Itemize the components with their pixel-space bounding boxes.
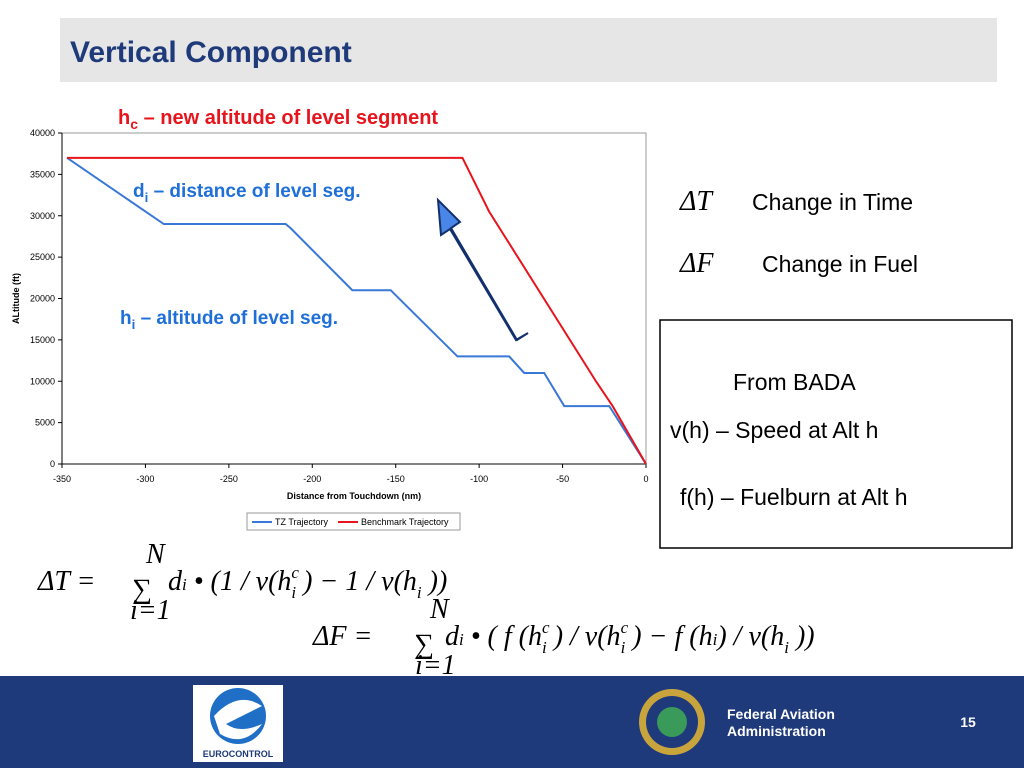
equation-token: d [168, 566, 183, 597]
series-line [66, 156, 647, 465]
y-tick-label: 10000 [30, 376, 55, 386]
equation-token: )) [422, 566, 448, 597]
equation-lower: i=1 [415, 650, 456, 681]
series-line [67, 156, 647, 465]
annotation-main: d [133, 181, 145, 202]
y-axis-label: ALtitude (ft) [11, 273, 21, 324]
equation-token: c [291, 563, 299, 582]
annotation: di – distance of level seg. [133, 181, 361, 205]
x-axis-label: Distance from Touchdown (nm) [287, 491, 421, 501]
equation-token: i [417, 583, 422, 602]
faa-label: Federal Aviation [727, 706, 835, 722]
y-tick-label: 35000 [30, 169, 55, 179]
equation-token: ) / v(h [715, 621, 784, 652]
arrow [436, 197, 529, 342]
legend-label: TZ Trajectory [275, 517, 329, 527]
x-tick-label: -200 [303, 474, 321, 484]
equation-token: i [713, 630, 718, 649]
annotation-main: h [120, 308, 132, 329]
annotation-rest: – altitude of level seg. [135, 308, 338, 329]
equation-token: • ( f (h [464, 621, 542, 652]
box-text: v(h) – Speed at Alt h [670, 417, 878, 443]
math-symbol: ΔT [679, 186, 714, 217]
annotation: hc – new altitude of level segment [118, 107, 438, 132]
annotation-rest: – distance of level seg. [148, 181, 360, 202]
equation-token: i [182, 575, 187, 594]
equation-token: c [542, 618, 550, 637]
equation-lhs: ΔF = [312, 621, 372, 652]
equation-token: ) / v(h [547, 621, 621, 652]
equation-token: d [445, 621, 460, 652]
equation-token: i [784, 638, 789, 657]
annotation: hi – altitude of level seg. [120, 308, 338, 332]
title-bar [60, 18, 997, 82]
legend-label: Benchmark Trajectory [361, 517, 449, 527]
annotation-sub: i [132, 317, 136, 332]
x-tick-label: -100 [470, 474, 488, 484]
x-tick-label: -350 [53, 474, 71, 484]
equation-lhs: ΔT = [37, 566, 95, 597]
x-tick-label: -250 [220, 474, 238, 484]
page-number: 15 [960, 714, 976, 730]
equation-token: ) − f (h [625, 621, 712, 652]
y-tick-label: 5000 [35, 418, 55, 428]
slide-title: Vertical Component [70, 36, 352, 69]
faa-globe [657, 707, 687, 737]
equation-lower: i=1 [130, 595, 171, 626]
y-tick-label: 20000 [30, 294, 55, 304]
equation-token: )) [789, 621, 815, 652]
annotation-sub: i [145, 190, 149, 205]
description: Change in Fuel [762, 251, 918, 277]
eurocontrol-label: EUROCONTROL [203, 749, 274, 759]
x-tick-label: -50 [556, 474, 569, 484]
plot-area [61, 132, 647, 465]
equation-token: i [542, 638, 547, 657]
equation-token: c [621, 618, 629, 637]
description: Change in Time [752, 189, 913, 215]
annotation-sub: c [130, 116, 138, 132]
equation-token: • (1 / v(h [187, 566, 292, 597]
y-tick-label: 15000 [30, 335, 55, 345]
box-text: f(h) – Fuelburn at Alt h [680, 484, 908, 510]
equation-upper: N [145, 539, 166, 570]
x-tick-label: -300 [136, 474, 154, 484]
x-tick-label: 0 [643, 474, 648, 484]
y-tick-label: 40000 [30, 128, 55, 138]
annotation-rest: – new altitude of level segment [138, 107, 438, 129]
chart: 0 5000 10000 15000 20000 25000 30000 35000 40000… [11, 128, 649, 531]
x-tick-label: -150 [387, 474, 405, 484]
equation-upper: N [429, 594, 450, 625]
equation-token: i [459, 630, 464, 649]
equation-token: i [621, 638, 626, 657]
faa-label: Administration [727, 723, 826, 739]
y-tick-label: 25000 [30, 252, 55, 262]
eurocontrol-swoosh [214, 699, 262, 740]
math-symbol: ΔF [679, 248, 714, 279]
equation-body: di • ( f (hc i ) / v(hc i ) − f (hi) / v(h… [445, 618, 815, 657]
y-tick-label: 30000 [30, 211, 55, 221]
equation-sum: ∑ [414, 629, 434, 660]
equation-sum: ∑ [132, 574, 152, 605]
equation-body: di • (1 / v(hc i ) − 1 / v(hi )) [168, 563, 447, 602]
info-box [659, 319, 1013, 549]
equation-token: i [291, 583, 296, 602]
box-text: From BADA [733, 369, 856, 395]
y-tick-label: 0 [50, 459, 55, 469]
footer-band [0, 676, 1024, 768]
equation-token: ) − 1 / v(h [296, 566, 417, 597]
annotation-main: h [118, 107, 130, 129]
